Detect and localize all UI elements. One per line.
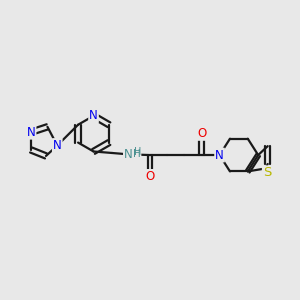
Text: H: H: [134, 147, 141, 157]
Text: N: N: [53, 139, 62, 152]
Text: O: O: [197, 127, 206, 140]
Text: N: N: [89, 109, 98, 122]
Text: N: N: [215, 148, 224, 162]
Text: O: O: [146, 170, 154, 183]
Text: N: N: [27, 126, 35, 139]
Text: N: N: [124, 148, 133, 161]
Text: S: S: [263, 167, 271, 179]
Text: H: H: [133, 149, 140, 160]
